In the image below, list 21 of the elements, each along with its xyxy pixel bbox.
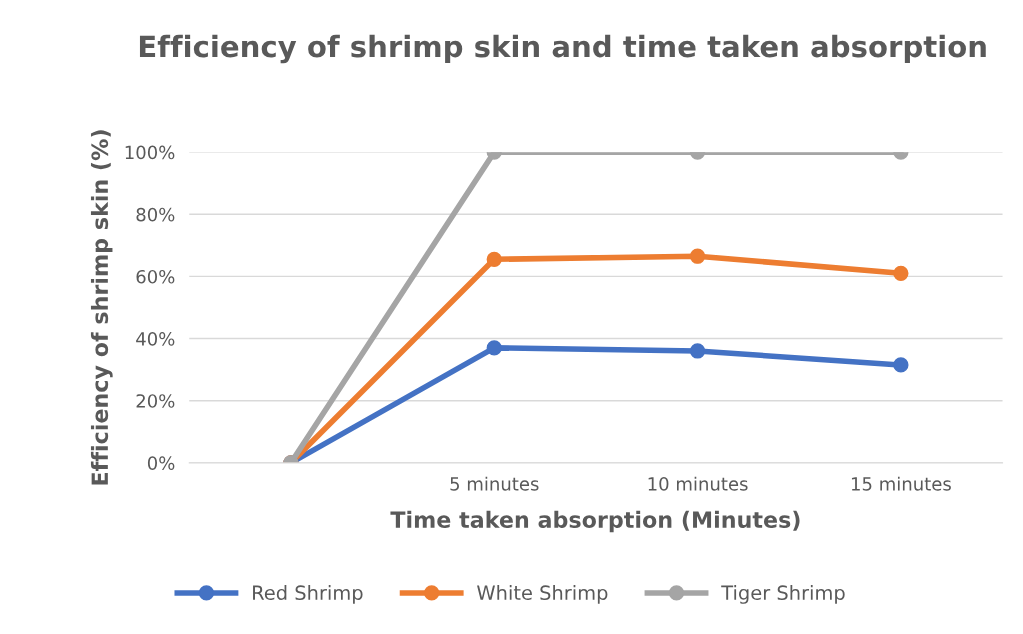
y-tick-label: 0%	[147, 456, 175, 470]
point	[486, 251, 502, 267]
chart-title: Efficiency of shrimp skin and time taken absorption	[139, 34, 986, 64]
point	[689, 248, 706, 264]
legend-label: White Shrimp	[477, 585, 608, 604]
x-tick-label: 15 minutes	[851, 476, 951, 491]
y-axis-title: Efficiency of shrimp skin (%)	[90, 130, 113, 485]
x-tick-label: 10 minutes	[648, 476, 748, 491]
legend-label: Tiger Shrimp	[721, 585, 845, 604]
y-tick-label: 20%	[136, 394, 175, 408]
point	[893, 357, 909, 373]
y-tick-label: 60%	[136, 269, 175, 284]
y-tick-label: 40%	[136, 332, 175, 346]
point	[689, 343, 706, 359]
point	[486, 340, 502, 356]
y-tick-label: 80%	[136, 207, 175, 222]
y-tick-label: 100%	[125, 145, 175, 160]
legend-label: Red Shrimp	[253, 585, 363, 604]
point	[893, 265, 909, 281]
x-axis-title: Time taken absorption (Minutes)	[390, 510, 800, 533]
x-tick-label: 5 minutes	[450, 476, 539, 491]
